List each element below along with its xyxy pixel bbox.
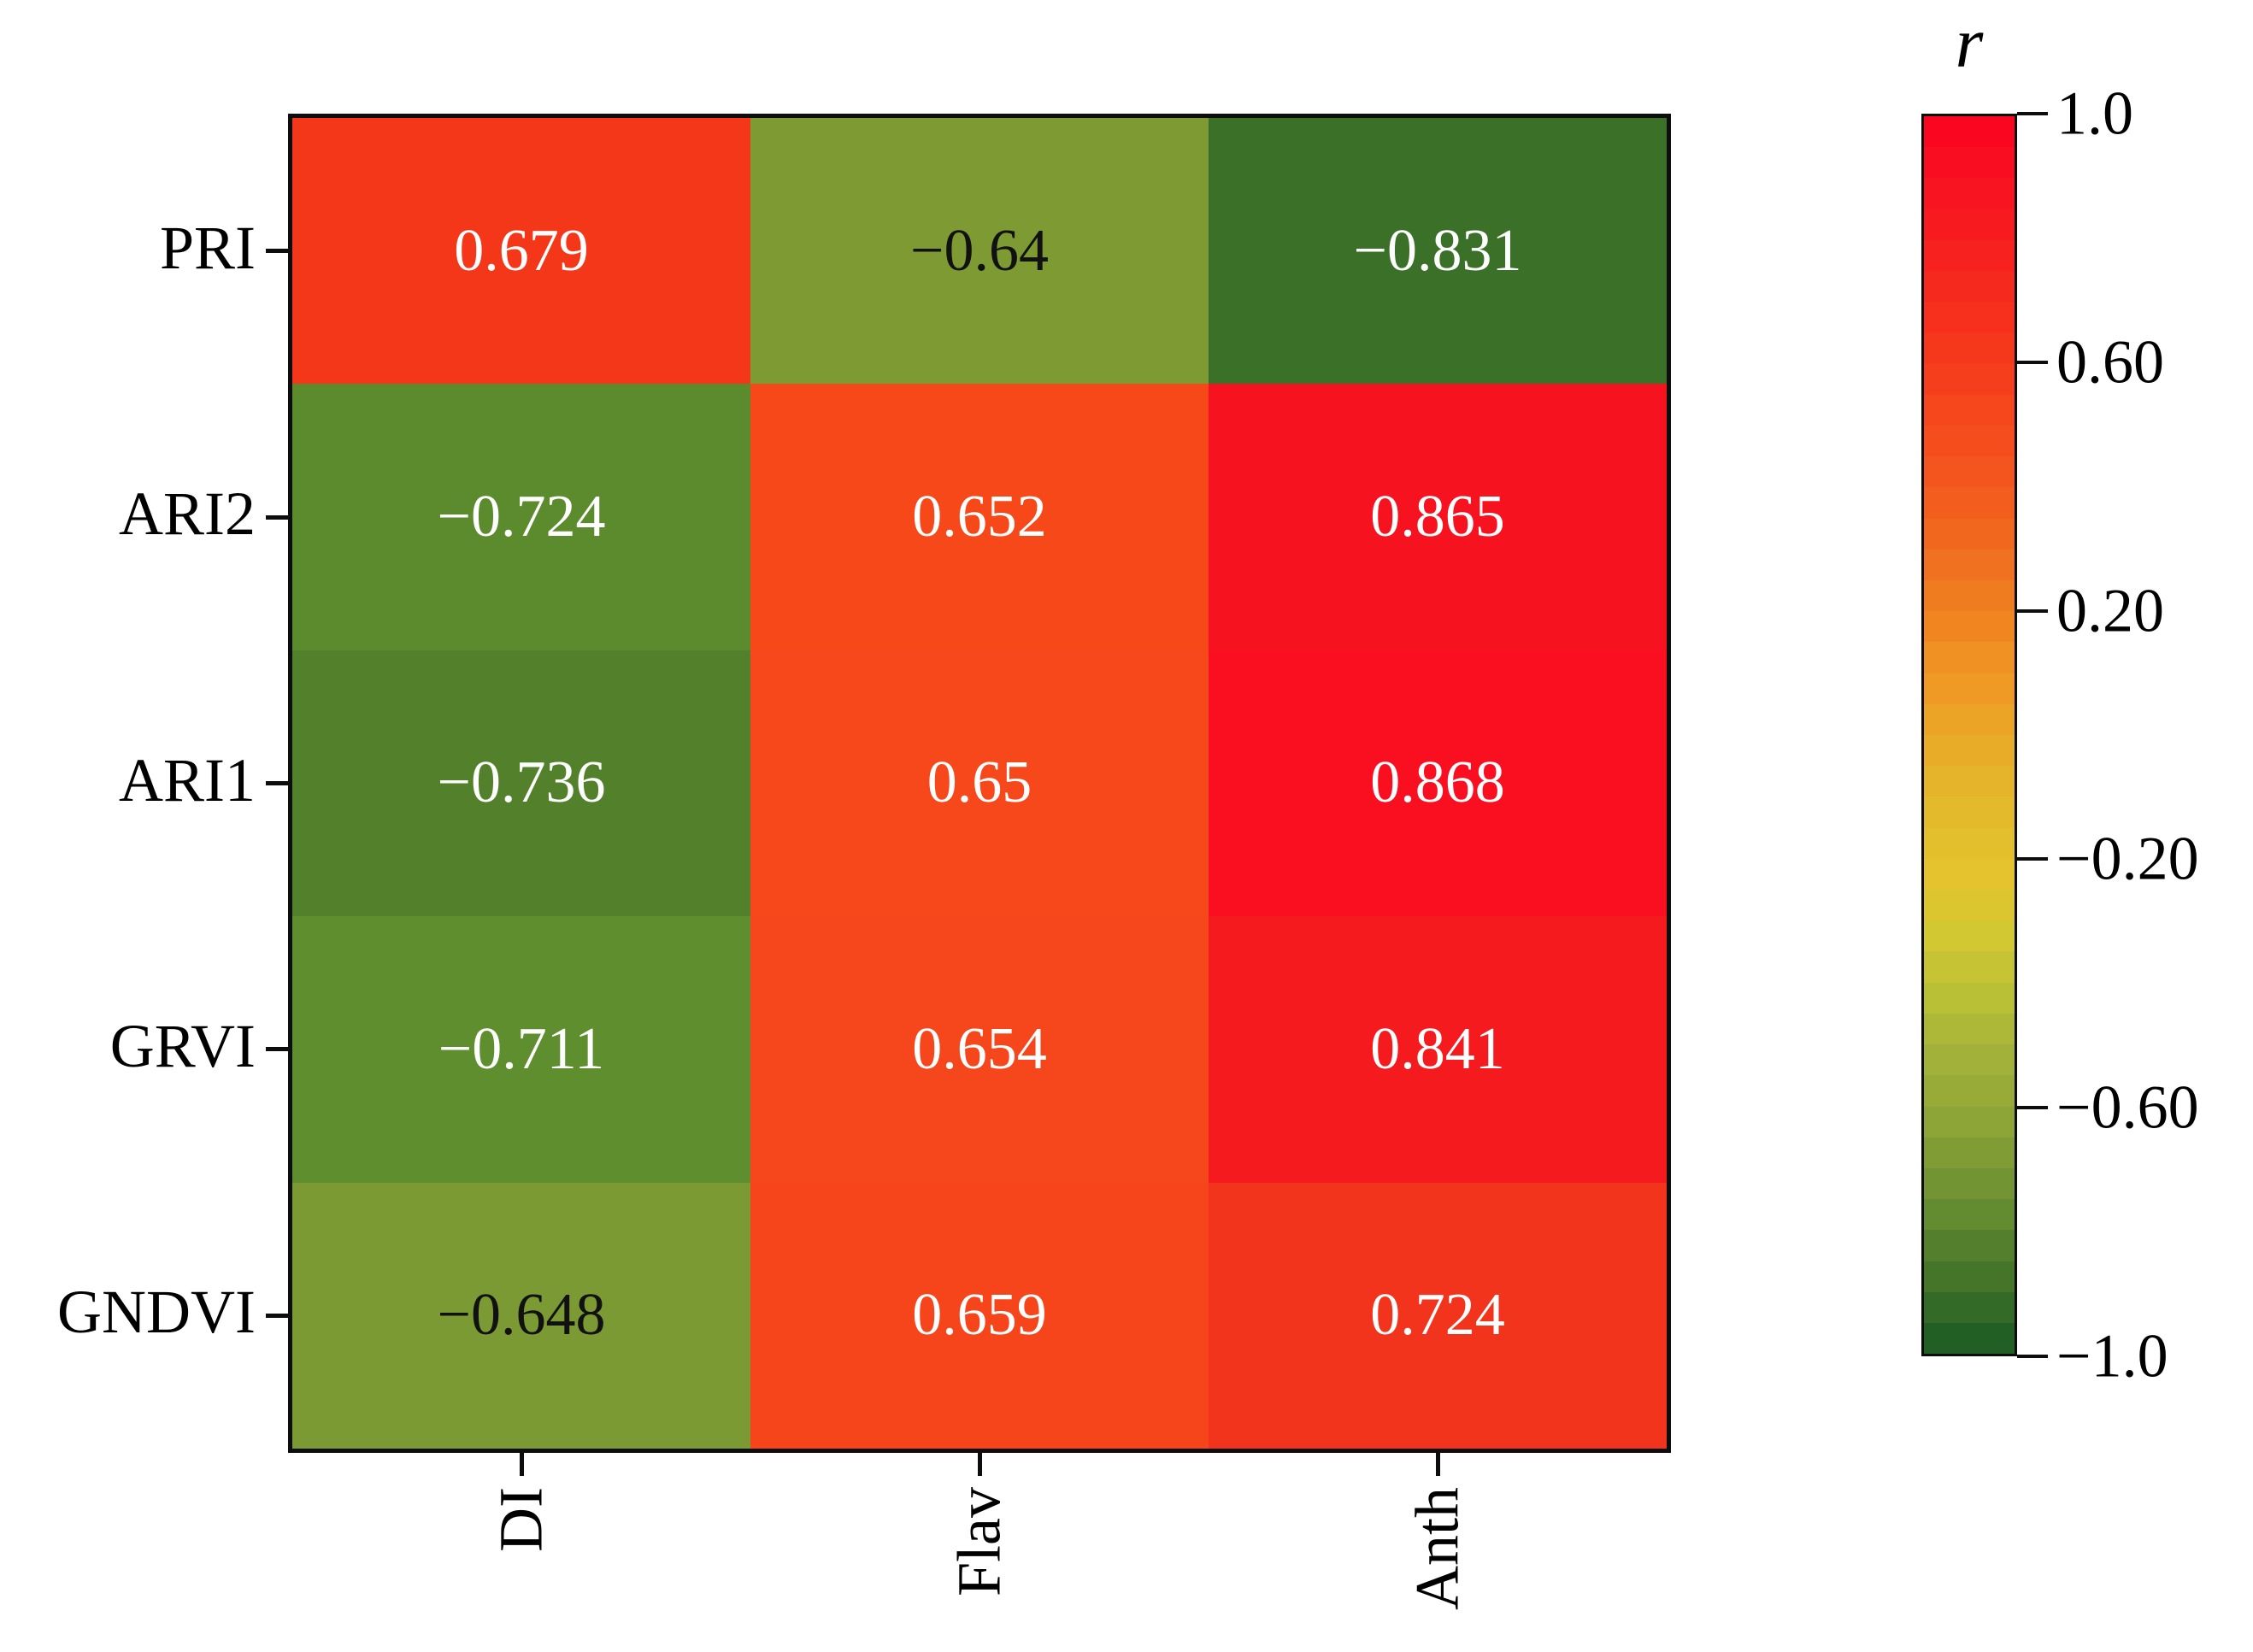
colorbar-band	[1924, 239, 2015, 272]
colorbar-title: r	[1955, 3, 1984, 83]
colorbar-band	[1924, 209, 2015, 240]
colorbar-tick	[2017, 360, 2048, 364]
x-axis-tick	[1435, 1453, 1440, 1476]
row-label: GNDVI	[57, 1278, 256, 1347]
colorbar-band	[1924, 1044, 2015, 1076]
colorbar-band	[1924, 858, 2015, 891]
y-axis-tick	[266, 1313, 288, 1318]
column-label: Anth	[1403, 1487, 1472, 1610]
colorbar-band	[1924, 797, 2015, 828]
colorbar-band	[1924, 394, 2015, 426]
heatmap-cell: 0.865	[1209, 384, 1667, 650]
colorbar-tick-label: 1.0	[2056, 79, 2133, 148]
colorbar-tick-label: 0.60	[2056, 327, 2164, 397]
colorbar-band	[1924, 1013, 2015, 1045]
colorbar-band	[1924, 951, 2015, 983]
column-label: DI	[486, 1487, 556, 1552]
heatmap-cell: −0.64	[750, 118, 1209, 385]
colorbar-band	[1924, 1167, 2015, 1200]
colorbar-tick-label: 0.20	[2056, 576, 2164, 645]
colorbar-band	[1924, 1075, 2015, 1107]
row-label: ARI2	[119, 479, 256, 549]
colorbar-band	[1924, 1261, 2015, 1292]
colorbar-band	[1924, 735, 2015, 767]
colorbar-tick	[2017, 1355, 2048, 1358]
row-label: GRVI	[109, 1012, 256, 1081]
heatmap-cell: 0.659	[750, 1182, 1209, 1449]
heatmap-cell: 0.679	[292, 118, 750, 385]
y-axis-tick	[266, 249, 288, 254]
heatmap-cell: 0.868	[1209, 650, 1667, 917]
colorbar-tick	[2017, 1106, 2048, 1110]
heatmap-cell: −0.736	[292, 650, 750, 917]
heatmap-cell: −0.724	[292, 384, 750, 650]
colorbar	[1921, 114, 2017, 1356]
colorbar-band	[1924, 611, 2015, 643]
colorbar-tick-label: −0.60	[2056, 1073, 2199, 1142]
row-label: ARI1	[119, 745, 256, 814]
colorbar-band	[1924, 518, 2015, 550]
colorbar-band	[1924, 426, 2015, 457]
colorbar-band	[1924, 1137, 2015, 1168]
heatmap-cell: 0.841	[1209, 916, 1667, 1183]
heatmap-plot-area: 0.679 −0.64 −0.831 −0.724 0.652 0.865 −0.736 0.…	[288, 114, 1671, 1453]
colorbar-band	[1924, 332, 2015, 364]
x-axis-tick	[977, 1453, 982, 1476]
colorbar-band	[1924, 580, 2015, 612]
colorbar-band	[1924, 673, 2015, 704]
colorbar-band	[1924, 1230, 2015, 1261]
heatmap-cell: 0.65	[750, 650, 1209, 917]
colorbar-band	[1924, 890, 2015, 921]
colorbar-band	[1924, 487, 2015, 519]
heatmap-cell: −0.648	[292, 1182, 750, 1449]
colorbar-tick	[2017, 857, 2048, 861]
colorbar-band	[1924, 1291, 2015, 1323]
y-axis-tick	[266, 781, 288, 785]
colorbar-band	[1924, 1322, 2015, 1355]
colorbar-band	[1924, 302, 2015, 333]
colorbar-band	[1924, 920, 2015, 952]
x-axis-tick	[519, 1453, 524, 1476]
colorbar-band	[1924, 456, 2015, 488]
colorbar-tick-label: −0.20	[2056, 824, 2199, 893]
heatmap-cell: −0.711	[292, 916, 750, 1183]
heatmap-cell: 0.654	[750, 916, 1209, 1183]
colorbar-band	[1924, 827, 2015, 859]
colorbar-band	[1924, 271, 2015, 303]
column-label: Flav	[944, 1487, 1014, 1597]
colorbar-band	[1924, 549, 2015, 581]
colorbar-band	[1924, 1199, 2015, 1231]
colorbar-band	[1924, 178, 2015, 209]
heatmap-cell: 0.652	[750, 384, 1209, 650]
colorbar-tick-label: −1.0	[2056, 1321, 2168, 1390]
y-axis-tick	[266, 1047, 288, 1052]
y-axis-tick	[266, 514, 288, 520]
colorbar-band	[1924, 642, 2015, 673]
colorbar-band	[1924, 703, 2015, 736]
colorbar-band	[1924, 147, 2015, 179]
colorbar-band	[1924, 363, 2015, 395]
colorbar-band	[1924, 116, 2015, 148]
colorbar-band	[1924, 766, 2015, 797]
colorbar-band	[1924, 982, 2015, 1014]
colorbar-band	[1924, 1106, 2015, 1138]
row-label: PRI	[159, 213, 256, 282]
heatmap-cell: −0.831	[1209, 118, 1667, 385]
heatmap-cell: 0.724	[1209, 1182, 1667, 1449]
colorbar-tick	[2017, 112, 2048, 115]
colorbar-tick	[2017, 608, 2048, 613]
